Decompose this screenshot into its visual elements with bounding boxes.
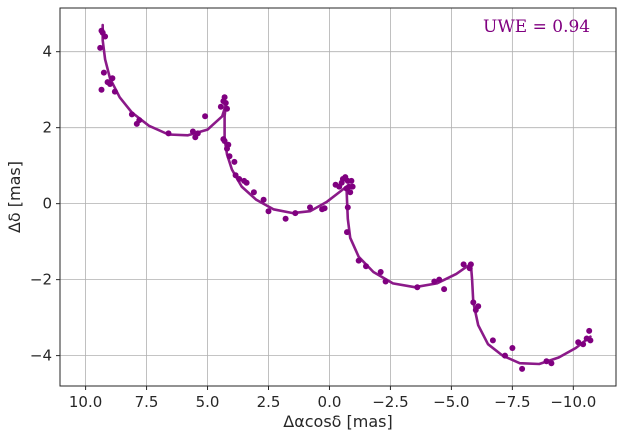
data-point [97,44,104,51]
uwe-annotation: UWE = 0.94 [483,17,590,37]
plot-frame [59,7,617,387]
data-point [382,278,389,285]
data-point [282,215,289,222]
data-point [587,337,594,344]
data-point [580,341,587,348]
x-tick-label: 10.0 [69,393,102,411]
data-point [109,75,116,82]
data-point [344,204,351,211]
data-point [436,276,443,283]
x-tick-label: −7.5 [494,393,530,411]
data-point [347,189,354,196]
data-point [292,210,299,217]
x-tick-label: −10.0 [550,393,596,411]
y-tick-label: −4 [30,347,52,365]
data-point [470,299,477,306]
data-point [431,278,438,285]
data-point [243,179,250,186]
data-point [100,69,107,76]
data-point [111,88,118,95]
y-axis-label: Δδ [mas] [5,161,24,233]
data-point [224,145,230,152]
data-point [348,177,355,184]
axis-ticks: 10.0 7.5 5.0 2.5 0.0 −2.5 −5.0 −7.5 −10.0 4 2 0 −2 −4 [30,43,596,411]
data-point [575,339,582,346]
data-point [344,229,350,236]
data-point [363,263,369,270]
data-point [321,205,328,212]
data-point [260,196,267,203]
fit-curve [101,23,592,366]
data-point [231,158,238,165]
x-tick-label: 5.0 [196,393,220,411]
data-point [236,176,243,182]
data-point [128,111,135,118]
data-point [466,265,473,272]
data-point [377,269,384,275]
fit-curve-layer [101,23,592,366]
data-point [221,138,228,144]
x-tick-label: −2.5 [372,393,408,411]
data-point [475,303,482,310]
y-tick-label: −2 [30,271,52,289]
data-point [502,352,508,359]
data-point [226,153,233,160]
x-tick-label: 7.5 [135,393,159,411]
y-tick-label: 2 [42,119,52,137]
data-points-layer [97,27,594,372]
data-point [224,105,230,112]
data-point [265,208,272,215]
data-point [136,117,143,124]
data-point [107,81,113,87]
data-point [349,183,356,190]
x-tick-label: 2.5 [257,393,281,411]
x-axis-label: Δαcosδ [mas] [283,412,393,431]
data-point [194,130,201,137]
data-point [221,94,228,101]
data-point [519,365,526,372]
data-point [307,204,313,211]
data-point [489,337,496,344]
y-tick-label: 0 [42,195,52,213]
data-point [509,345,516,351]
data-point [222,100,229,106]
data-point [217,103,224,110]
data-point [548,360,555,367]
data-point [414,284,421,291]
data-point [460,261,467,268]
data-point [441,286,448,293]
data-point [189,128,196,135]
x-tick-label: 0.0 [318,393,342,411]
data-point [355,257,362,264]
data-point [165,130,172,137]
data-point [543,358,550,365]
grid [60,8,616,386]
data-point [232,172,239,179]
data-point [202,113,209,120]
data-point [98,86,105,93]
y-tick-label: 4 [42,43,52,61]
data-point [102,33,109,40]
data-point [250,189,257,196]
data-point [586,327,593,334]
x-tick-label: −5.0 [433,393,469,411]
